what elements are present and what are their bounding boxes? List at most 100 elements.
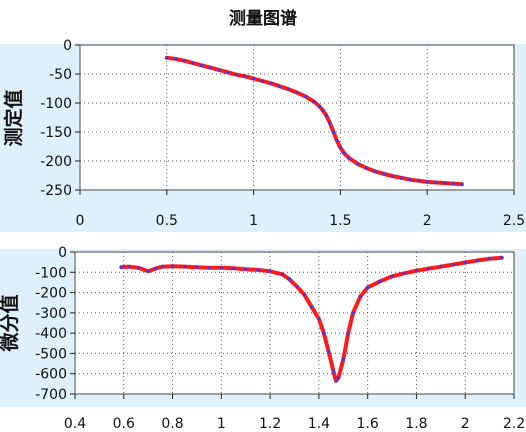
data-point (295, 91, 299, 95)
data-point (173, 57, 178, 61)
data-point (302, 293, 306, 297)
data-point (317, 317, 321, 321)
data-point (443, 181, 447, 185)
y-tick-label: -700 (35, 387, 67, 403)
y-tick-label: -150 (40, 125, 72, 141)
data-point (331, 370, 336, 374)
data-point (161, 265, 165, 269)
y-tick-label: -50 (49, 67, 72, 83)
data-point (183, 265, 187, 269)
data-point (269, 81, 273, 85)
data-point (347, 156, 351, 160)
data-point (321, 108, 325, 113)
data-point (286, 87, 290, 91)
data-point (500, 256, 504, 260)
data-point (335, 139, 339, 143)
data-point (390, 174, 395, 178)
data-point (342, 151, 346, 155)
data-point (226, 70, 230, 74)
series-line (164, 55, 464, 187)
data-point (171, 264, 175, 268)
y-tick-label: -200 (40, 154, 72, 170)
x-tick-label: 1.2 (259, 416, 281, 432)
x-tick-label: 1.8 (405, 416, 427, 432)
x-tick-label: 2 (423, 213, 432, 229)
data-point (295, 284, 299, 289)
x-tick-label: 2.2 (503, 416, 525, 432)
data-point (451, 263, 455, 267)
data-point (318, 104, 322, 109)
data-point (322, 331, 326, 335)
data-point (390, 274, 394, 278)
data-point (304, 95, 308, 99)
data-point (341, 357, 345, 362)
data-point (127, 265, 131, 269)
x-tick-label: 0.4 (64, 416, 86, 432)
y-tick-label: -300 (35, 306, 67, 322)
data-point (256, 268, 260, 272)
data-point (288, 277, 292, 281)
data-point (312, 100, 316, 104)
chart-2: 0 -100 -200 -300 -400 -500 -600 -700 0.4 0.6 0.8 1 1… (0, 245, 526, 432)
y-tick-label: -500 (35, 346, 67, 362)
x-tick-label: 1.6 (357, 416, 379, 432)
data-point (434, 180, 438, 185)
data-point (358, 295, 362, 299)
plot-area (74, 251, 515, 395)
data-point (378, 279, 382, 283)
data-point (451, 182, 455, 186)
data-point (207, 266, 211, 270)
data-point (338, 146, 342, 150)
data-point (310, 305, 314, 309)
x-tick-label: 1 (249, 213, 258, 229)
data-point (382, 172, 386, 176)
data-point (324, 114, 329, 118)
data-point (346, 331, 350, 335)
x-tick-label: 2 (461, 416, 470, 432)
data-point (408, 178, 412, 182)
data-point (219, 266, 223, 270)
x-tick-label: 2.5 (503, 213, 525, 229)
data-point (427, 267, 431, 271)
data-point (268, 269, 272, 273)
x-tick-label: 1 (217, 416, 226, 432)
data-point (199, 63, 204, 67)
data-point (260, 79, 264, 83)
data-point (278, 84, 282, 88)
data-point (460, 182, 464, 186)
data-point (280, 272, 284, 276)
data-point (119, 265, 123, 269)
series-line (119, 255, 504, 383)
data-point (414, 269, 418, 273)
data-point (399, 176, 403, 180)
data-point (488, 257, 492, 261)
data-point (475, 258, 479, 263)
x-tick-label: 1.5 (329, 213, 351, 229)
y-axis-label: 微分值 (0, 294, 21, 352)
data-point (182, 59, 186, 63)
x-tick-label: 0.5 (156, 213, 178, 229)
data-point (336, 376, 340, 380)
data-point (366, 285, 370, 290)
y-tick-label: 0 (63, 38, 72, 54)
data-point (165, 56, 169, 60)
data-point (191, 61, 195, 65)
data-point (231, 266, 236, 270)
y-tick-label: -250 (40, 183, 72, 199)
data-point (244, 267, 248, 271)
data-point (334, 379, 338, 383)
x-tick-label: 0 (76, 213, 85, 229)
data-point (416, 179, 421, 183)
y-tick-label: -200 (35, 286, 67, 302)
data-point (373, 169, 377, 173)
y-tick-label: -100 (40, 96, 72, 112)
data-point (153, 267, 158, 271)
x-tick-label: 1.4 (308, 416, 330, 432)
y-tick-label: 0 (58, 245, 67, 261)
data-point (327, 349, 331, 353)
data-point (425, 180, 429, 184)
data-point (356, 162, 360, 166)
y-tick-label: -600 (35, 367, 67, 383)
data-point (208, 66, 212, 70)
